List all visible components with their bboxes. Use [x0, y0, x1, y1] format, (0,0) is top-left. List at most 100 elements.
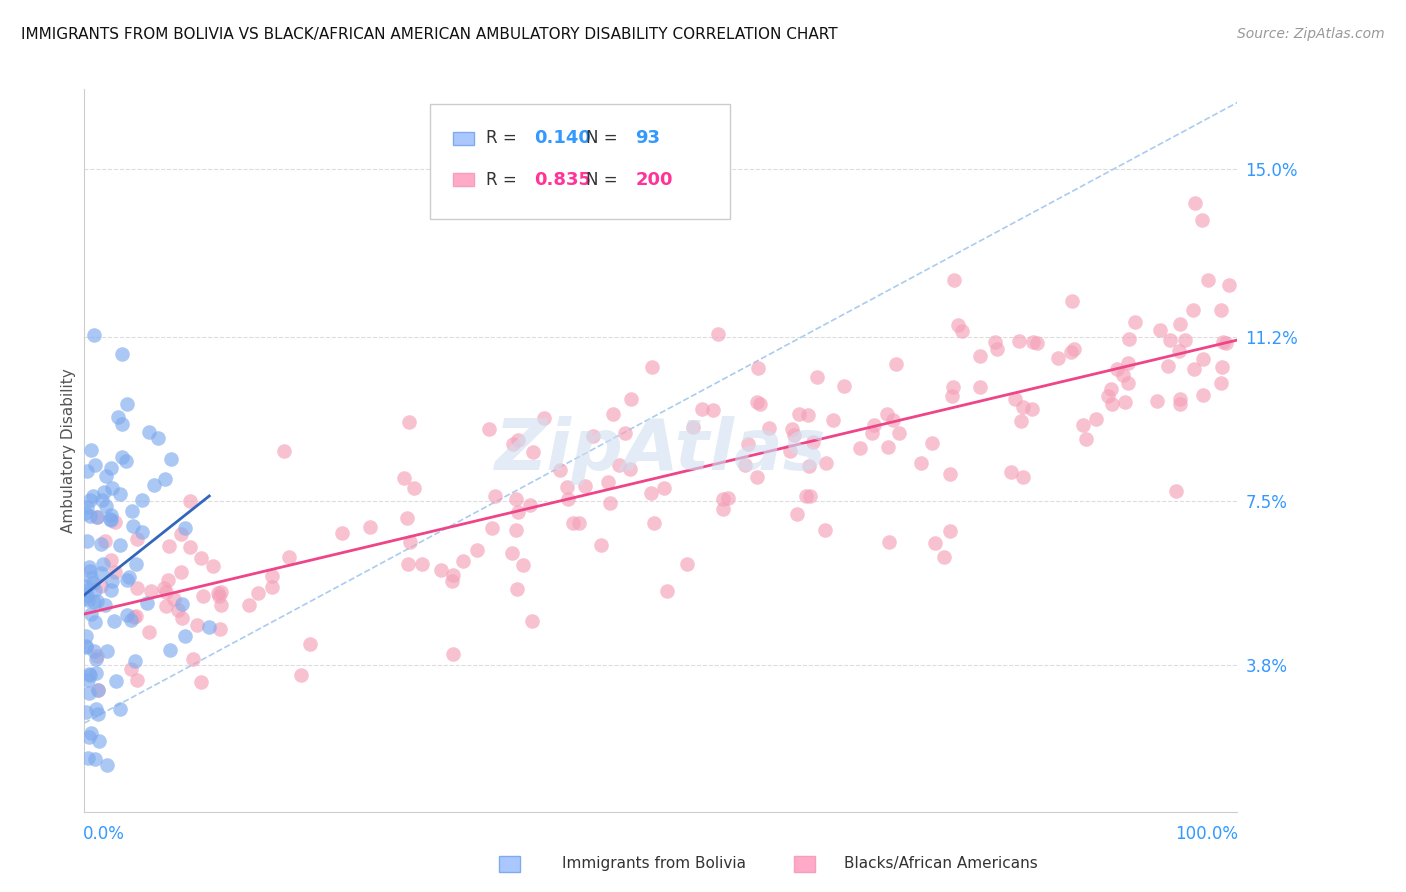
- Point: [640, 486, 662, 500]
- Point: [655, 583, 678, 598]
- Point: [602, 407, 624, 421]
- Point: [87, 682, 110, 697]
- Point: [794, 489, 817, 503]
- Point: [876, 407, 898, 421]
- Point: [86, 594, 108, 608]
- Point: [533, 411, 555, 425]
- Point: [299, 637, 322, 651]
- Point: [1191, 351, 1213, 366]
- Point: [519, 499, 541, 513]
- Point: [169, 565, 191, 579]
- Point: [453, 554, 475, 568]
- Point: [122, 610, 145, 624]
- Point: [84, 665, 107, 680]
- Point: [1149, 323, 1171, 337]
- Point: [969, 380, 991, 394]
- Point: [138, 625, 160, 640]
- Point: [75, 629, 97, 643]
- Point: [1118, 332, 1140, 346]
- Point: [779, 444, 801, 458]
- Point: [806, 370, 828, 384]
- Point: [1011, 469, 1033, 483]
- Point: [1116, 356, 1139, 370]
- Point: [1168, 397, 1191, 411]
- Point: [396, 558, 419, 572]
- Point: [441, 574, 464, 589]
- Point: [508, 505, 530, 519]
- Point: [508, 434, 530, 448]
- Point: [1168, 318, 1191, 332]
- Point: [799, 459, 821, 474]
- Point: [562, 516, 585, 531]
- Point: [73, 584, 96, 599]
- Point: [1168, 392, 1191, 407]
- Point: [522, 445, 544, 459]
- Point: [882, 413, 904, 427]
- Text: 0.835: 0.835: [534, 170, 591, 188]
- Point: [262, 580, 284, 594]
- Point: [121, 504, 143, 518]
- Point: [190, 675, 212, 690]
- Point: [848, 441, 870, 455]
- Text: R =: R =: [485, 129, 522, 147]
- Bar: [453, 132, 474, 145]
- Y-axis label: Ambulatory Disability: Ambulatory Disability: [60, 368, 76, 533]
- Point: [512, 558, 534, 572]
- Point: [75, 591, 97, 606]
- Point: [76, 534, 98, 549]
- Point: [1112, 368, 1135, 383]
- Point: [260, 569, 283, 583]
- Point: [505, 491, 527, 506]
- Point: [174, 630, 197, 644]
- Point: [86, 648, 108, 663]
- Point: [138, 425, 160, 439]
- Point: [75, 640, 97, 654]
- Point: [1182, 362, 1205, 376]
- Point: [643, 516, 665, 530]
- Point: [884, 357, 907, 371]
- Point: [190, 551, 212, 566]
- Point: [821, 413, 844, 427]
- Text: 100.0%: 100.0%: [1175, 825, 1239, 843]
- Point: [127, 673, 149, 687]
- Point: [1026, 335, 1049, 350]
- Point: [941, 389, 963, 403]
- Point: [104, 515, 127, 529]
- Point: [278, 549, 301, 564]
- Point: [181, 652, 204, 666]
- Point: [111, 347, 134, 361]
- Point: [96, 758, 118, 772]
- Point: [799, 489, 821, 503]
- Point: [94, 598, 117, 612]
- Point: [330, 526, 353, 541]
- Point: [969, 349, 991, 363]
- Point: [125, 582, 148, 596]
- Point: [786, 507, 808, 521]
- Point: [924, 536, 946, 550]
- Point: [77, 593, 100, 607]
- Point: [501, 546, 523, 560]
- Point: [1000, 465, 1022, 479]
- Point: [734, 458, 756, 473]
- Point: [83, 582, 105, 597]
- Point: [76, 500, 98, 514]
- Point: [1060, 293, 1083, 308]
- Point: [79, 493, 101, 508]
- Point: [163, 592, 186, 607]
- Point: [122, 519, 145, 533]
- Point: [747, 394, 769, 409]
- Point: [98, 512, 121, 526]
- Point: [142, 477, 165, 491]
- Point: [207, 585, 229, 599]
- Point: [1191, 387, 1213, 401]
- Point: [910, 456, 932, 470]
- Point: [104, 673, 127, 688]
- Point: [934, 549, 956, 564]
- Point: [582, 428, 605, 442]
- Point: [84, 458, 107, 472]
- Point: [115, 397, 138, 411]
- Point: [86, 683, 108, 698]
- Point: [80, 442, 103, 457]
- Point: [111, 417, 134, 432]
- Point: [94, 499, 117, 513]
